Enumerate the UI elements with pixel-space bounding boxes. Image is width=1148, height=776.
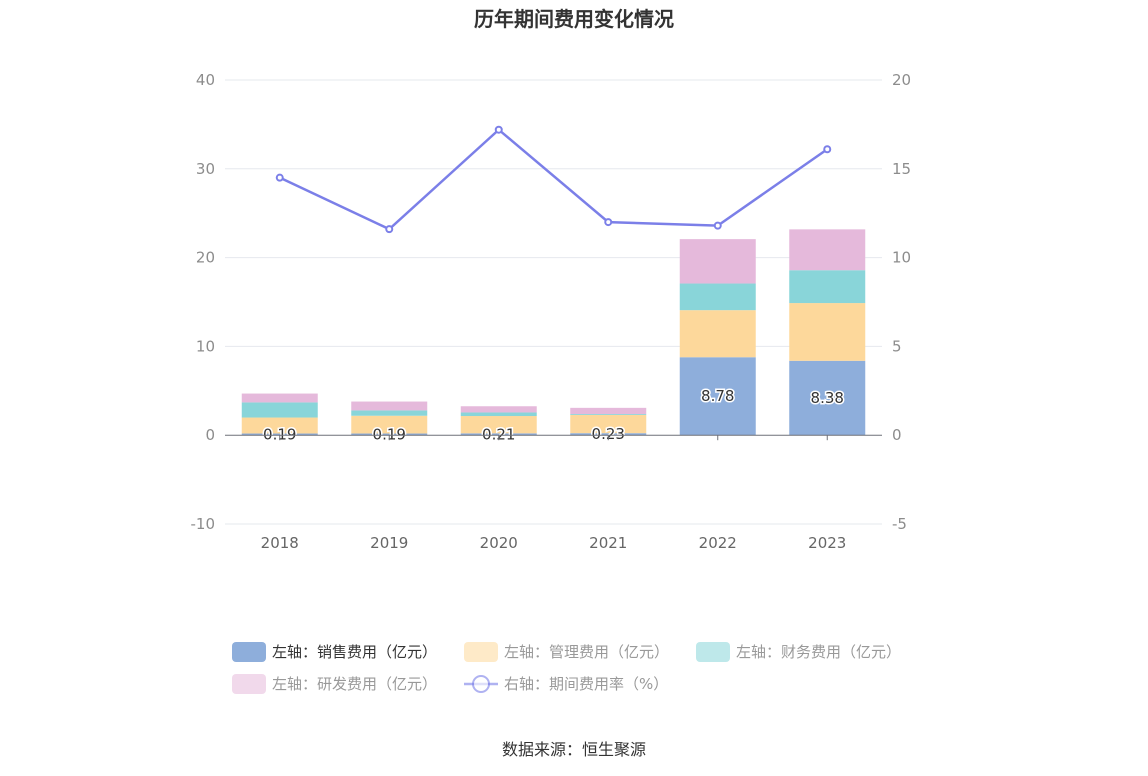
rate-point [275, 173, 284, 182]
legend-line-marker [472, 675, 490, 693]
x-tick-label: 2019 [370, 534, 408, 552]
legend-item-label: 左轴：研发费用（亿元） [272, 675, 437, 693]
x-tick-label: 2020 [480, 534, 518, 552]
left-tick-label: 10 [196, 337, 215, 355]
x-tick-label: 2021 [589, 534, 627, 552]
bar-value-label: 8.78 [701, 387, 734, 405]
grid-lines [225, 79, 882, 525]
rate-line-path [279, 128, 828, 231]
bar-segment [351, 433, 428, 436]
right-tick-label: 15 [892, 160, 911, 178]
bar-segment [351, 415, 428, 434]
bar-segment [570, 414, 647, 434]
bar-segment [241, 417, 318, 434]
bar-segment [789, 360, 866, 436]
bar-segment [241, 393, 318, 403]
left-tick-label: 20 [196, 249, 215, 267]
bar-segment [460, 406, 537, 413]
axes: 40 30 20 10 0 -10 20 15 10 5 0 -5 2018 2019 2020 2021 20… [191, 71, 912, 552]
legend-item-label: 左轴：管理费用（亿元） [504, 643, 669, 661]
right-tick-label: -5 [892, 515, 907, 533]
legend-swatch [232, 642, 266, 662]
bar-segment [241, 402, 318, 418]
bar-segment [789, 303, 866, 361]
rate-line [275, 125, 832, 234]
bar-segment [679, 239, 756, 284]
bar-value-label: 0.23 [592, 425, 625, 443]
legend-swatch [464, 642, 498, 662]
bar-segment [570, 433, 647, 436]
left-tick-label: 40 [196, 71, 215, 89]
bar-segment [241, 433, 318, 436]
bar-segment [460, 433, 537, 436]
left-tick-label: 0 [205, 426, 215, 444]
right-tick-label: 20 [892, 71, 911, 89]
bar-value-label: 0.21 [482, 425, 515, 443]
bar-segment [351, 401, 428, 411]
right-tick-label: 5 [892, 337, 902, 355]
bar-segment [679, 283, 756, 311]
legend: 左轴：销售费用（亿元） 左轴：管理费用（亿元） 左轴：财务费用（亿元） 左轴：研发费用… [232, 642, 901, 694]
rate-point [713, 221, 722, 230]
bar-segment [460, 416, 537, 434]
source-note: 数据来源：恒生聚源 [502, 740, 646, 759]
rate-point [385, 225, 394, 234]
legend-item-label: 左轴：销售费用（亿元） [272, 643, 437, 661]
left-tick-label: -10 [191, 515, 216, 533]
bar-segment [789, 229, 866, 271]
bar-value-label: 0.19 [263, 425, 296, 443]
rate-point [604, 218, 613, 227]
bar-segment [570, 407, 647, 415]
bars [241, 229, 866, 436]
x-tick-label: 2018 [261, 534, 299, 552]
legend-item-label: 左轴：财务费用（亿元） [736, 643, 901, 661]
legend-swatch [696, 642, 730, 662]
data-labels: 0.19 0.19 0.21 0.23 8.78 8.38 [262, 386, 846, 445]
rate-point [494, 125, 503, 134]
rate-point [823, 145, 832, 154]
left-tick-label: 30 [196, 160, 215, 178]
chart-title: 历年期间费用变化情况 [474, 7, 674, 31]
bar-value-label: 8.38 [811, 389, 844, 407]
bar-value-label: 0.19 [373, 425, 406, 443]
right-tick-label: 10 [892, 249, 911, 267]
bar-segment [679, 310, 756, 358]
bar-segment [460, 412, 537, 417]
legend-item-label: 右轴：期间费用率（%） [504, 675, 668, 693]
x-tick-label: 2023 [808, 534, 846, 552]
right-tick-label: 0 [892, 426, 902, 444]
bar-segment [789, 270, 866, 304]
legend-swatch [232, 674, 266, 694]
bar-segment [679, 357, 756, 436]
bar-segment [351, 410, 428, 416]
bar-segment [570, 414, 647, 415]
x-tick-label: 2022 [699, 534, 737, 552]
